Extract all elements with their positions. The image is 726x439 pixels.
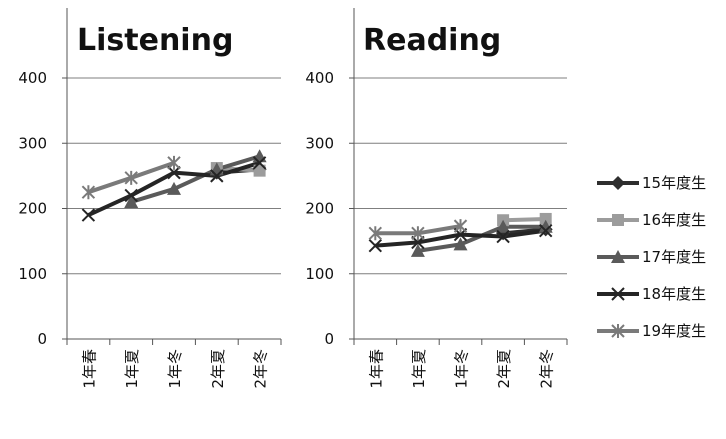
- x-tick-label: 2年冬: [538, 349, 556, 389]
- data-point: [81, 185, 96, 200]
- data-point: [538, 223, 553, 238]
- data-point: [496, 219, 511, 233]
- x-tick-label: 2年夏: [495, 349, 513, 389]
- data-point: [453, 219, 468, 234]
- y-tick-label: 200: [18, 200, 47, 218]
- legend-label: 17年度生: [642, 248, 706, 266]
- data-point: [496, 229, 510, 244]
- data-point: [411, 226, 425, 241]
- legend: 15年度生 16年度生 17年度生 18年度生 19年度生: [597, 174, 706, 340]
- data-point: [368, 226, 383, 241]
- data-point: [210, 169, 224, 183]
- x-tick-label: 1年春: [367, 349, 385, 389]
- legend-marker: [612, 214, 624, 226]
- y-tick-label: 100: [305, 265, 334, 283]
- chart-title: Listening: [77, 23, 233, 58]
- x-tick-label: 2年冬: [252, 349, 270, 389]
- data-point: [167, 165, 181, 180]
- series-line-1: [503, 216, 546, 223]
- y-tick-label: 300: [18, 134, 47, 152]
- legend-marker: [611, 250, 625, 263]
- data-point: [453, 237, 468, 251]
- y-tick-label: 0: [37, 330, 47, 348]
- legend-marker: [611, 287, 625, 301]
- legend-item: 18年度生: [597, 285, 706, 303]
- data-point: [252, 156, 267, 170]
- data-point: [368, 238, 383, 253]
- y-tick-label: 0: [324, 330, 334, 348]
- legend-item: 16年度生: [597, 211, 706, 229]
- x-tick-label: 1年冬: [166, 349, 184, 389]
- data-point: [167, 155, 181, 170]
- legend-label: 19年度生: [642, 322, 706, 340]
- y-tick-label: 400: [18, 69, 47, 87]
- data-point: [124, 170, 138, 185]
- data-point: [539, 212, 552, 225]
- y-tick-label: 300: [305, 134, 334, 152]
- legend-item: 15年度生: [597, 174, 706, 192]
- legend-marker: [611, 176, 625, 190]
- data-point: [167, 181, 181, 195]
- x-tick-label: 1年春: [80, 349, 98, 389]
- data-point: [538, 219, 553, 233]
- y-tick-label: 400: [305, 69, 334, 87]
- data-point: [253, 164, 266, 177]
- data-point: [124, 188, 138, 203]
- data-point: [410, 243, 425, 257]
- panel-0: 0 100 200 300 400 1年春 1年夏 1年冬 2年夏 2年冬 Listening: [18, 8, 282, 389]
- legend-label: 18年度生: [642, 285, 706, 303]
- y-tick-label: 200: [305, 200, 334, 218]
- x-tick-label: 1年夏: [410, 349, 428, 389]
- legend-item: 19年度生: [597, 322, 706, 340]
- legend-label: 15年度生: [642, 174, 706, 192]
- x-tick-label: 1年冬: [453, 349, 471, 389]
- legend-item: 17年度生: [597, 248, 706, 266]
- data-point: [81, 208, 96, 222]
- data-point: [124, 194, 139, 208]
- x-tick-label: 2年夏: [209, 349, 227, 389]
- series-line-2: [130, 154, 261, 204]
- chart-title: Reading: [363, 23, 501, 58]
- panel-1: 0 100 200 300 400 1年春 1年夏 1年冬 2年夏 2年冬 Reading: [305, 8, 568, 389]
- legend-marker: [611, 324, 625, 338]
- x-tick-label: 1年夏: [123, 349, 141, 389]
- y-tick-label: 100: [18, 265, 47, 283]
- legend-label: 16年度生: [642, 211, 706, 229]
